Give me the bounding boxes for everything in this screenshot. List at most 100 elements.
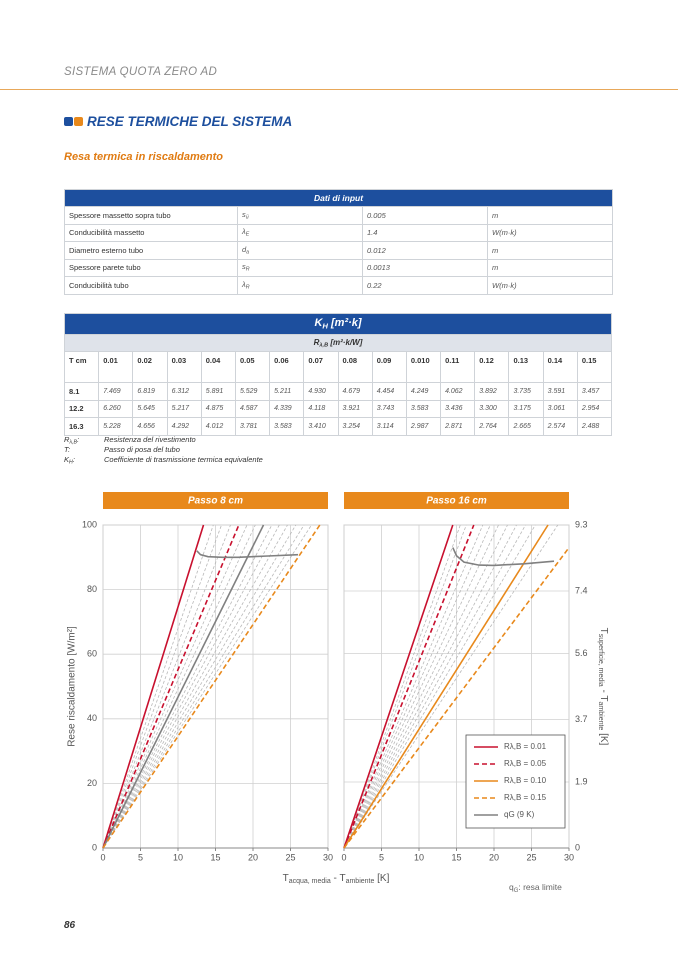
subscript: E (245, 232, 250, 239)
subscript: R (245, 267, 250, 274)
series-line (102, 524, 297, 849)
text-part: s (242, 209, 246, 219)
table-cell: 2.764 (474, 417, 510, 436)
note: KH: Coefficiente di trasmissione termica … (64, 455, 263, 466)
table-cell: 3.410 (303, 417, 339, 436)
x-tick-label: 25 (285, 852, 295, 862)
subscript: ü (245, 214, 249, 221)
header-rule (0, 89, 678, 90)
column-header: 0.07 (303, 351, 339, 383)
series-line (343, 524, 475, 849)
note-key: KH: (64, 455, 104, 466)
table-cell: λR (237, 276, 363, 295)
x-tick-label: 10 (414, 852, 424, 862)
table-cell: 3.781 (234, 417, 271, 436)
legend-label: Rλ,B = 0.15 (504, 793, 547, 802)
column-header: 0.03 (166, 351, 202, 383)
series-line (102, 524, 280, 849)
x-tick-label: 15 (451, 852, 461, 862)
series-line (102, 524, 231, 849)
column-header: T cm (63, 351, 100, 383)
subscript: a (246, 249, 250, 256)
subscript: R (245, 284, 250, 291)
table-cell: 5.228 (98, 417, 134, 436)
table-title: Dati di input (63, 189, 614, 207)
column-header: 0.06 (269, 351, 305, 383)
series-line (343, 524, 549, 849)
series-line (343, 524, 559, 849)
note: Rλ,B: Resistenza del rivestimento (64, 435, 263, 446)
text-part: d (242, 244, 247, 254)
subscript: ambiente (346, 878, 375, 885)
table-cell: 2.488 (576, 417, 613, 436)
table-cell: 16.3 (63, 417, 100, 436)
running-header: SISTEMA QUOTA ZERO AD (64, 66, 218, 78)
text-part: K (64, 455, 70, 464)
series-line (102, 524, 256, 849)
table-cell: 2.987 (405, 417, 442, 436)
column-header: 0.01 (98, 351, 134, 383)
series-line (343, 524, 484, 849)
table-cell: 3.583 (269, 417, 305, 436)
series-line (343, 524, 461, 849)
column-header: 0.12 (474, 351, 510, 383)
series-line (343, 524, 536, 849)
text-part: T: (64, 445, 71, 454)
text-part: λ (242, 279, 246, 289)
text-part: s (242, 262, 246, 272)
series-line (102, 524, 205, 849)
column-header: 0.14 (542, 351, 578, 383)
text-part: [m²·k/W] (328, 337, 363, 347)
subscript: ambiente (597, 702, 604, 731)
subscript: H (69, 459, 73, 466)
footnote: qG: resa limite (509, 882, 562, 894)
column-header: 0.08 (337, 351, 373, 383)
y2-axis-label: Tsuperficie, media - Tambiente [K] (597, 628, 610, 746)
x-tick-label: 10 (173, 852, 183, 862)
table-cell: 3.892 (474, 382, 510, 401)
x-tick-label: 0 (100, 852, 105, 862)
text-part: R (313, 337, 320, 347)
note-key: Rλ,B: (64, 435, 104, 446)
y2-tick-label: 0 (575, 842, 580, 852)
input-table: Dati di input Spessore massetto sopra tu… (63, 189, 614, 295)
series-line (343, 524, 491, 849)
column-header: 0.04 (200, 351, 236, 383)
x-tick-label: 5 (379, 852, 384, 862)
table-cell: 4.012 (200, 417, 236, 436)
column-header: 0.15 (576, 351, 613, 383)
x-tick-label: 20 (489, 852, 499, 862)
x-tick-label: 30 (323, 852, 333, 862)
text-part: R (64, 435, 70, 444)
x-tick-label: 20 (248, 852, 258, 862)
x-tick-label: 15 (210, 852, 220, 862)
note-text: Coefficiente di trasmissione termica equ… (104, 455, 263, 464)
x-tick-label: 25 (526, 852, 536, 862)
table-row: 12.2 6.260 5.645 5.217 4.875 4.587 4.339 4.118 3… (63, 399, 613, 418)
column-header: 0.02 (132, 351, 168, 383)
note: T: Passo di posa del tubo (64, 445, 263, 455)
series-line (343, 524, 508, 849)
table-cell: 3.436 (440, 399, 476, 418)
table-cell: 3.114 (371, 417, 407, 436)
table-title: KH [m²·k] (64, 313, 612, 335)
page-number: 86 (64, 920, 76, 931)
table-row: Spessore parete tubo sR 0.0013 m (64, 258, 614, 277)
series-line (452, 547, 555, 567)
table-row: Spessore massetto sopra tubo sü 0.005 m (64, 206, 614, 225)
y-tick-label: 80 (87, 584, 97, 594)
series-line (102, 524, 222, 849)
text-part: [m²·k] (327, 317, 362, 330)
notes: Rλ,B: Resistenza del rivestimento T: Passo … (64, 435, 263, 466)
legend-label: Rλ,B = 0.10 (504, 776, 547, 785)
text-part: q (509, 882, 514, 892)
title-icon (74, 117, 83, 126)
subscript: superficie, media (597, 634, 604, 687)
table-title-row: KH [m²·k] (64, 313, 612, 335)
x-tick-label: 5 (138, 852, 143, 862)
series-line (102, 524, 240, 849)
panel-header (344, 492, 569, 509)
x-axis-label: Tacqua, media - Tambiente [K] (283, 873, 390, 886)
x-tick-label: 0 (341, 852, 346, 862)
